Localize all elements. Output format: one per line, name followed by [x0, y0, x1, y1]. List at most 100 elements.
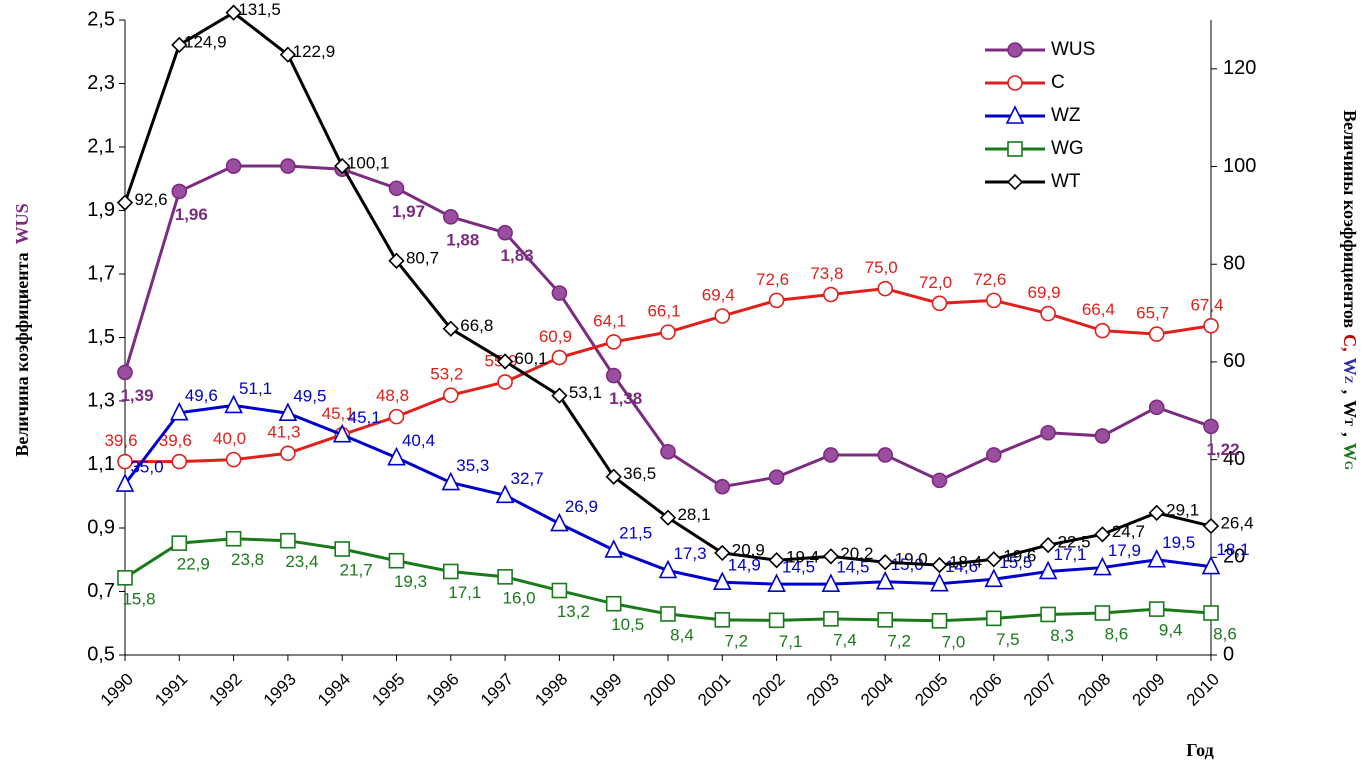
marker: [1203, 317, 1219, 334]
data-label: 18,4: [949, 553, 982, 572]
marker: [334, 157, 351, 175]
data-label: 17,3: [673, 544, 706, 563]
marker: [171, 453, 188, 470]
x-tick-label: 1997: [477, 670, 517, 710]
data-label: 26,9: [565, 497, 598, 516]
marker: [714, 308, 731, 324]
y-axis-label: Величина коэффициента WUS: [12, 203, 32, 456]
data-label: 20,2: [840, 544, 873, 563]
y2-tick-label: 80: [1223, 253, 1245, 275]
data-label: 17,1: [1054, 545, 1087, 564]
data-label: 8,6: [1213, 624, 1237, 643]
y2-tick-label: 60: [1223, 350, 1245, 372]
data-label: 7,4: [833, 630, 857, 649]
data-label: 7,5: [996, 630, 1020, 649]
marker: [1148, 399, 1165, 416]
marker: [171, 535, 188, 551]
marker: [1005, 105, 1025, 124]
marker: [985, 551, 1002, 568]
marker: [497, 224, 513, 241]
x-tick-label: 1992: [205, 670, 245, 710]
label-part: G: [1342, 461, 1356, 470]
data-label: 1,97: [392, 202, 425, 221]
marker: [768, 292, 785, 309]
data-label: 19,5: [1162, 533, 1195, 552]
marker: [280, 532, 296, 549]
marker: [497, 374, 513, 390]
data-label: 19,3: [394, 572, 427, 591]
y2-tick-label: 120: [1223, 57, 1256, 79]
y-tick-label: 2,5: [87, 8, 115, 30]
data-label: 18,1: [1216, 540, 1249, 559]
marker: [388, 252, 405, 269]
label-part: WUS: [12, 203, 32, 244]
marker: [225, 530, 242, 547]
data-label: 29,1: [1166, 500, 1199, 519]
marker: [823, 447, 839, 463]
data-label: 19,0: [895, 550, 928, 569]
data-label: 20,9: [732, 540, 765, 559]
data-label: 23,4: [285, 552, 318, 571]
marker: [768, 552, 785, 569]
y2-tick-label: 0: [1223, 643, 1234, 665]
marker: [605, 334, 622, 350]
x-tick-label: 2010: [1183, 670, 1223, 710]
marker: [442, 563, 459, 580]
marker: [387, 446, 406, 466]
marker: [985, 292, 1002, 309]
marker: [713, 571, 732, 591]
marker: [117, 364, 133, 381]
marker: [1006, 173, 1024, 191]
data-label: 41,3: [267, 423, 300, 442]
data-label: 17,1: [448, 583, 481, 602]
data-label: 35,0: [130, 458, 163, 477]
x-tick-label: 2003: [803, 670, 843, 710]
label-part: ,: [1340, 390, 1360, 395]
marker: [495, 484, 515, 504]
x-tick-label: 1996: [423, 670, 463, 710]
data-label: 73,8: [810, 264, 843, 283]
marker: [930, 572, 949, 592]
data-label: 14,9: [728, 556, 761, 575]
x-tick-label: 1995: [368, 670, 408, 710]
marker: [116, 194, 134, 211]
data-label: 9,4: [1159, 621, 1183, 640]
legend-label: WT: [1051, 171, 1081, 192]
marker: [280, 445, 296, 462]
x-tick-label: 1993: [260, 670, 300, 710]
x-tick-label: 1998: [531, 670, 571, 710]
data-label: 124,9: [184, 32, 227, 51]
legend-label: WZ: [1051, 105, 1081, 126]
y-tick-label: 2,3: [87, 72, 115, 94]
data-label: 26,4: [1220, 514, 1253, 533]
marker: [171, 183, 188, 200]
marker: [496, 353, 514, 370]
data-label: 13,2: [557, 602, 590, 621]
marker: [877, 612, 894, 628]
marker: [659, 509, 677, 526]
data-label: 7,2: [724, 631, 748, 650]
data-label: 40,4: [402, 431, 435, 450]
data-label: 1,83: [501, 246, 534, 265]
marker: [931, 295, 948, 312]
marker: [550, 512, 569, 532]
data-label: 22,9: [177, 555, 210, 574]
data-label: 69,9: [1028, 283, 1061, 302]
label-part: T: [1342, 418, 1356, 426]
marker: [1094, 322, 1111, 339]
data-label: 72,6: [973, 270, 1006, 289]
marker: [605, 468, 622, 485]
marker: [931, 613, 948, 629]
data-label: 1,88: [446, 230, 479, 249]
marker: [877, 280, 894, 297]
legend-label: C: [1051, 72, 1065, 93]
marker: [605, 595, 622, 612]
data-label: 1,22: [1206, 440, 1239, 459]
y-tick-label: 0,9: [87, 516, 115, 538]
data-label: 100,1: [347, 154, 390, 173]
data-label: 23,8: [231, 550, 264, 569]
marker: [821, 573, 841, 592]
marker: [768, 469, 785, 486]
y-tick-label: 1,7: [87, 262, 115, 284]
label-part: Z: [1342, 376, 1356, 384]
